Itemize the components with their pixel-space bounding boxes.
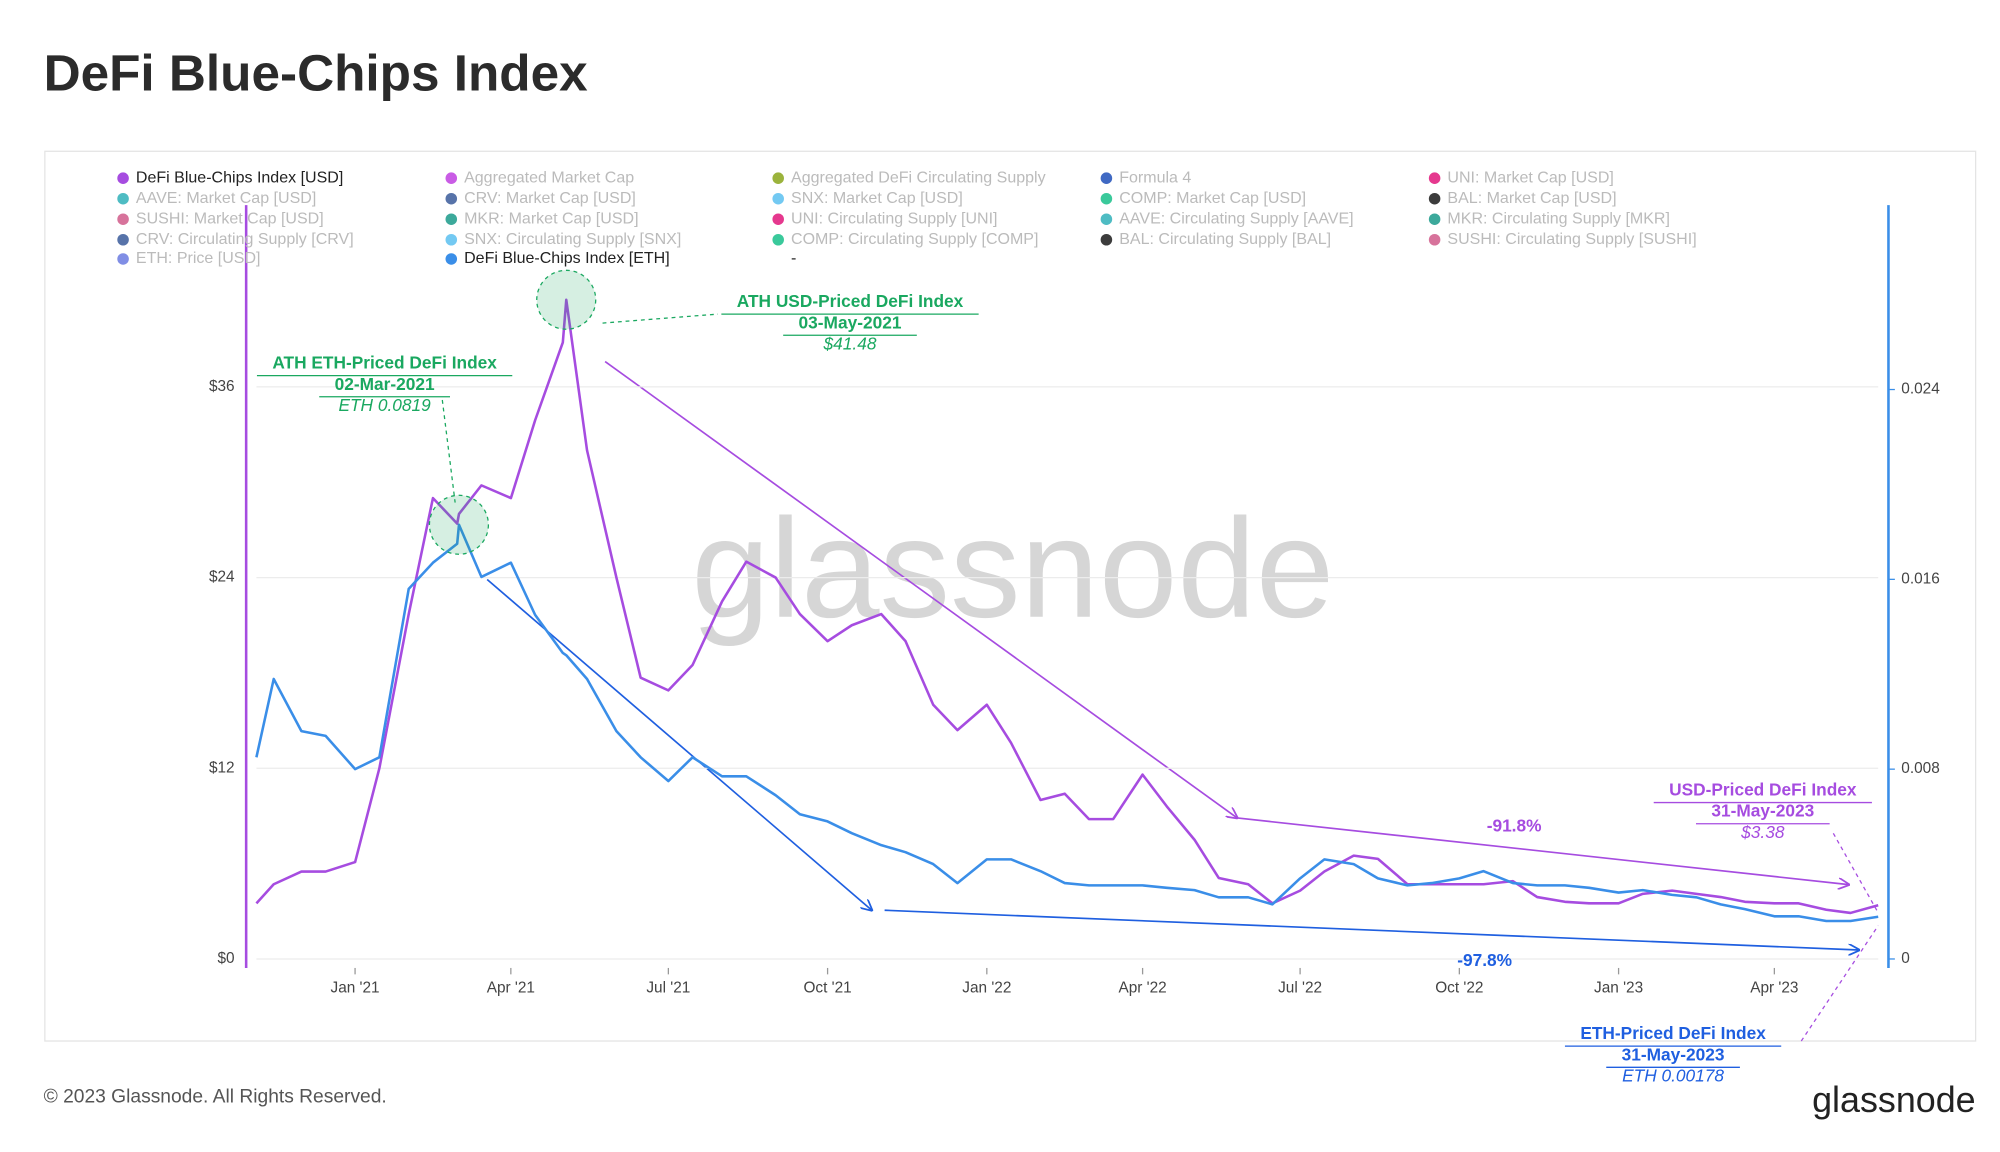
leader xyxy=(441,313,718,503)
y2-tick-label: 0 xyxy=(1901,950,1910,967)
legend-label: CRV: Circulating Supply [CRV] xyxy=(136,230,354,248)
series-line xyxy=(255,523,1879,923)
trend-arrow xyxy=(884,909,1859,950)
annotation: $41.48 xyxy=(823,333,877,353)
ath-marker xyxy=(536,269,597,330)
legend-dot xyxy=(117,192,129,205)
legend-dot xyxy=(1428,192,1441,205)
legend-dot xyxy=(1100,192,1113,205)
y-tick-label: $24 xyxy=(209,569,235,586)
legend-dot xyxy=(117,253,129,265)
legend-label: SUSHI: Market Cap [USD] xyxy=(136,209,324,227)
legend-label: DeFi Blue-Chips Index [ETH] xyxy=(464,249,670,267)
legend-dot xyxy=(1100,213,1113,225)
legend-dot xyxy=(1428,172,1441,184)
y2-tick-label: 0.016 xyxy=(1901,570,1939,587)
legend-label: SUSHI: Circulating Supply [SUSHI] xyxy=(1447,230,1696,248)
trend-arrow xyxy=(604,360,1237,818)
legend-label: UNI: Circulating Supply [UNI] xyxy=(791,209,998,227)
change-label: -91.8% xyxy=(1487,815,1542,835)
ath-marker xyxy=(428,494,490,555)
annotation: 31-May-2023 xyxy=(1711,801,1814,821)
legend-dot xyxy=(117,213,129,225)
legend-dot xyxy=(445,172,458,184)
page-title: DeFi Blue-Chips Index xyxy=(44,44,589,101)
x-tick-label: Apr '21 xyxy=(487,980,535,997)
legend-label: BAL: Market Cap [USD] xyxy=(1447,189,1616,207)
x-tick-label: Jan '21 xyxy=(331,980,380,997)
watermark: glassnode xyxy=(691,489,1334,647)
legend-dot xyxy=(117,172,129,184)
leader xyxy=(1800,833,1879,1042)
legend-label: SNX: Market Cap [USD] xyxy=(791,189,963,207)
legend-dot xyxy=(1428,233,1441,246)
legend-label: AAVE: Circulating Supply [AAVE] xyxy=(1119,209,1353,227)
legend-label: Formula 4 xyxy=(1119,168,1191,186)
legend-dot xyxy=(117,233,129,246)
legend-dot xyxy=(772,172,784,184)
legend-label: CRV: Market Cap [USD] xyxy=(464,189,636,207)
annotation: 02-Mar-2021 xyxy=(335,374,435,394)
legend-label: COMP: Circulating Supply [COMP] xyxy=(791,230,1038,248)
legend-label: - xyxy=(791,249,796,267)
series-line xyxy=(255,298,1879,915)
legend-dot xyxy=(445,253,458,265)
legend-dot xyxy=(1100,172,1113,184)
legend-dot xyxy=(772,213,784,225)
legend-label: MKR: Circulating Supply [MKR] xyxy=(1447,209,1670,227)
legend-label: SNX: Circulating Supply [SNX] xyxy=(464,230,681,248)
x-tick-label: Jul '21 xyxy=(646,980,690,997)
x-tick-label: Apr '22 xyxy=(1118,980,1166,997)
legend-label: UNI: Market Cap [USD] xyxy=(1447,168,1613,186)
legend-dot xyxy=(445,192,458,205)
legend-label: AAVE: Market Cap [USD] xyxy=(136,189,316,207)
y2-tick-label: 0.008 xyxy=(1901,760,1939,777)
change-label: -97.8% xyxy=(1457,950,1512,970)
legend-label: MKR: Market Cap [USD] xyxy=(464,209,638,227)
legend-dot xyxy=(1100,233,1113,246)
annotation: $3.38 xyxy=(1740,822,1785,842)
x-tick-label: Jan '23 xyxy=(1594,980,1643,997)
y-tick-label: $0 xyxy=(218,950,235,967)
y-tick-label: $12 xyxy=(209,759,235,776)
legend-dot xyxy=(445,233,458,246)
legend-label: COMP: Market Cap [USD] xyxy=(1119,189,1306,207)
x-tick-label: Oct '22 xyxy=(1435,980,1483,997)
annotation: USD-Priced DeFi Index xyxy=(1669,780,1857,800)
footer: © 2023 Glassnode. All Rights Reserved. xyxy=(44,1087,387,1108)
legend-label: BAL: Circulating Supply [BAL] xyxy=(1119,230,1331,248)
x-tick-label: Jul '22 xyxy=(1278,980,1322,997)
legend-dot xyxy=(445,213,458,225)
annotation: ETH-Priced DeFi Index xyxy=(1580,1023,1766,1043)
legend-label: Aggregated Market Cap xyxy=(464,168,634,186)
legend-dot xyxy=(1428,213,1441,225)
annotation: 31-May-2023 xyxy=(1622,1044,1725,1064)
annotation: ATH USD-Priced DeFi Index xyxy=(737,291,964,311)
legend-dot xyxy=(772,192,784,205)
legend-label: DeFi Blue-Chips Index [USD] xyxy=(136,168,343,186)
annotation: ATH ETH-Priced DeFi Index xyxy=(272,353,497,373)
legend-label: ETH: Price [USD] xyxy=(136,249,261,267)
x-tick-label: Jan '22 xyxy=(962,980,1011,997)
y2-tick-label: 0.024 xyxy=(1901,381,1940,398)
x-tick-label: Apr '23 xyxy=(1750,980,1798,997)
legend-label: Aggregated DeFi Circulating Supply xyxy=(791,168,1046,186)
logo: glassnode xyxy=(1812,1080,1976,1120)
x-tick-label: Oct '21 xyxy=(803,980,851,997)
y-tick-label: $36 xyxy=(209,378,235,395)
trend-arrow xyxy=(486,578,872,910)
legend-dot xyxy=(772,233,784,246)
annotation: ETH 0.0819 xyxy=(338,395,431,415)
annotation: ETH 0.00178 xyxy=(1622,1065,1724,1085)
annotation: 03-May-2021 xyxy=(799,312,902,332)
trend-arrow xyxy=(1237,817,1849,885)
